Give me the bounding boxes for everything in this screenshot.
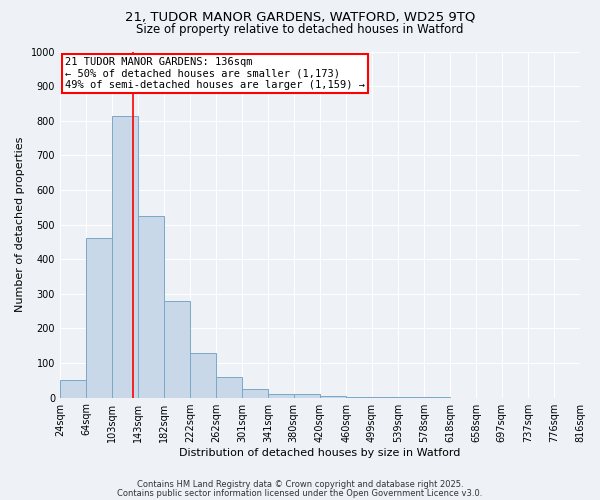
- Bar: [242, 389, 268, 398]
- Text: 21 TUDOR MANOR GARDENS: 136sqm
← 50% of detached houses are smaller (1,173)
49% : 21 TUDOR MANOR GARDENS: 136sqm ← 50% of …: [65, 56, 365, 90]
- Bar: [86, 238, 112, 398]
- Bar: [293, 394, 320, 398]
- Bar: [164, 300, 190, 398]
- Bar: [190, 354, 216, 398]
- Bar: [216, 377, 242, 398]
- Text: 21, TUDOR MANOR GARDENS, WATFORD, WD25 9TQ: 21, TUDOR MANOR GARDENS, WATFORD, WD25 9…: [125, 10, 475, 23]
- Bar: [268, 394, 293, 398]
- Bar: [138, 216, 164, 398]
- Y-axis label: Number of detached properties: Number of detached properties: [15, 137, 25, 312]
- Text: Contains public sector information licensed under the Open Government Licence v3: Contains public sector information licen…: [118, 488, 482, 498]
- Text: Size of property relative to detached houses in Watford: Size of property relative to detached ho…: [136, 22, 464, 36]
- Bar: [320, 396, 346, 398]
- Text: Contains HM Land Registry data © Crown copyright and database right 2025.: Contains HM Land Registry data © Crown c…: [137, 480, 463, 489]
- Bar: [346, 397, 372, 398]
- X-axis label: Distribution of detached houses by size in Watford: Distribution of detached houses by size …: [179, 448, 461, 458]
- Bar: [60, 380, 86, 398]
- Bar: [112, 116, 138, 398]
